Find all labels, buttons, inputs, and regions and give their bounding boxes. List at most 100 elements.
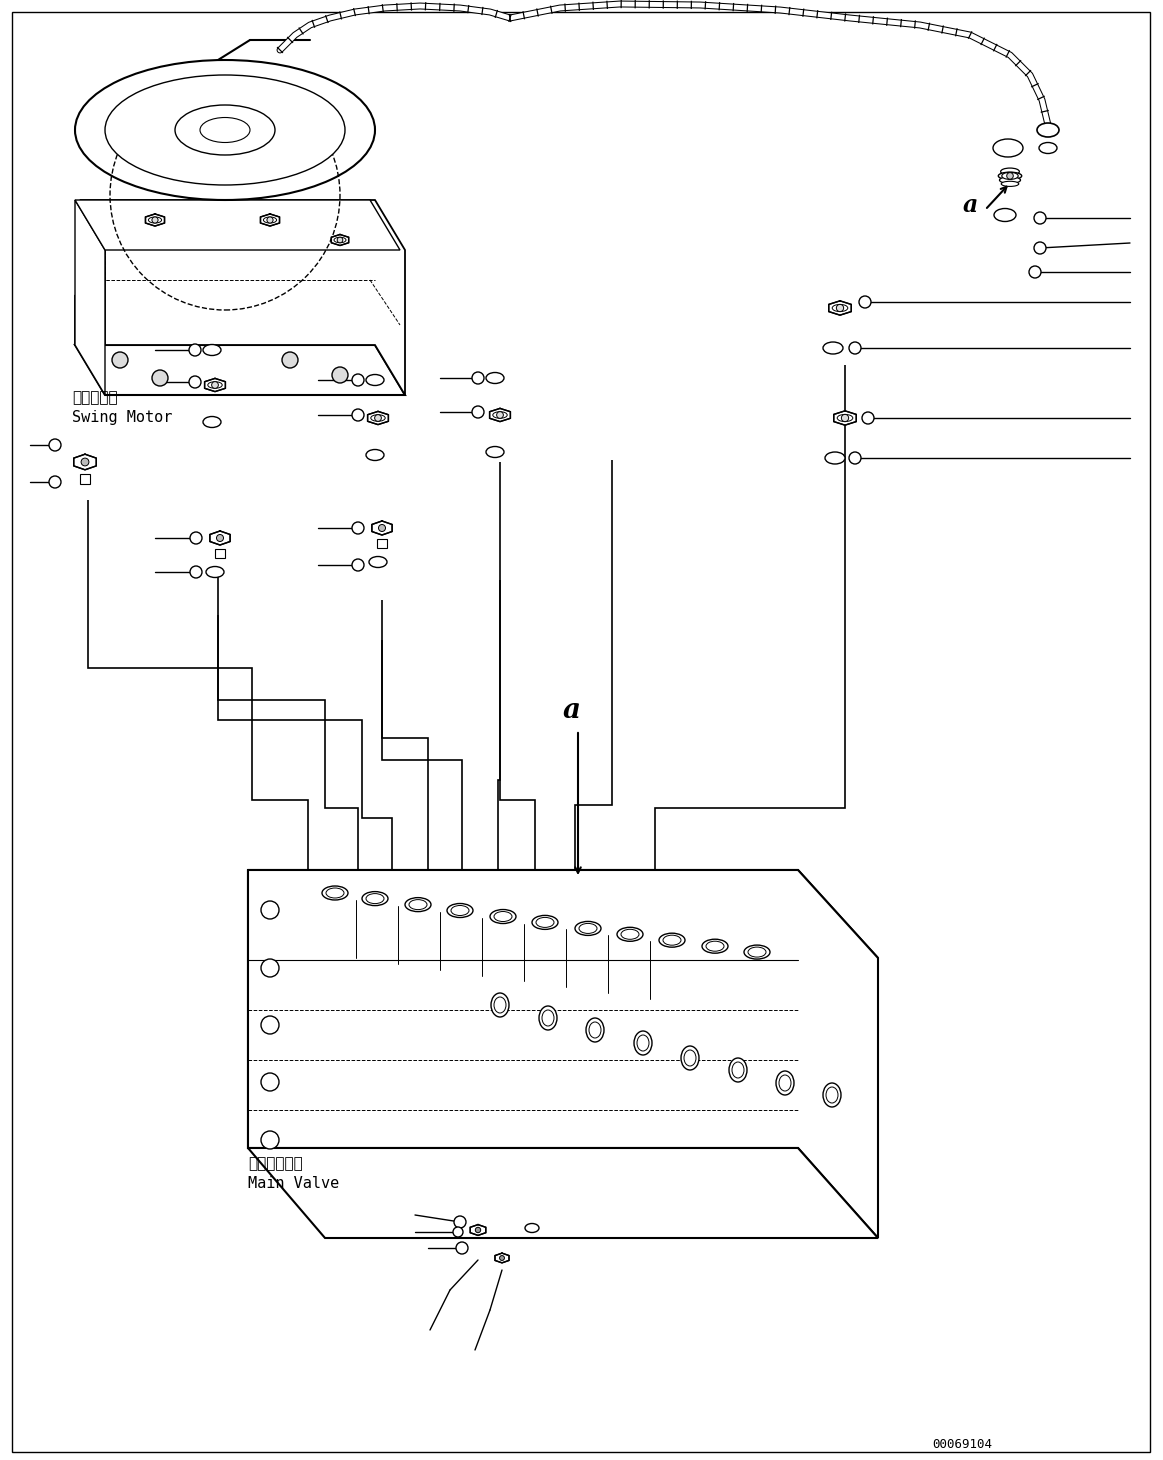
Polygon shape: [331, 235, 349, 245]
Circle shape: [849, 342, 861, 353]
Polygon shape: [368, 412, 388, 425]
Ellipse shape: [575, 921, 601, 936]
Circle shape: [152, 369, 167, 385]
Ellipse shape: [823, 342, 843, 353]
Circle shape: [352, 409, 364, 420]
Ellipse shape: [451, 905, 469, 915]
Circle shape: [454, 1226, 463, 1237]
Polygon shape: [248, 1148, 878, 1238]
Circle shape: [152, 218, 158, 223]
Circle shape: [190, 345, 201, 356]
Circle shape: [49, 439, 60, 451]
Ellipse shape: [994, 209, 1016, 222]
Ellipse shape: [993, 139, 1023, 158]
Circle shape: [1034, 242, 1046, 254]
Ellipse shape: [729, 1058, 747, 1082]
Ellipse shape: [618, 927, 643, 942]
Ellipse shape: [447, 904, 473, 917]
Circle shape: [352, 523, 364, 534]
Circle shape: [841, 415, 849, 422]
Ellipse shape: [409, 899, 427, 910]
Ellipse shape: [174, 105, 274, 155]
Circle shape: [190, 377, 201, 388]
Circle shape: [337, 237, 343, 242]
Polygon shape: [74, 200, 405, 396]
Ellipse shape: [536, 917, 554, 927]
Text: メインバルブ: メインバルブ: [248, 1156, 302, 1171]
Ellipse shape: [621, 930, 638, 939]
Circle shape: [374, 415, 381, 422]
Circle shape: [49, 476, 60, 488]
Ellipse shape: [663, 936, 682, 945]
Ellipse shape: [706, 942, 725, 952]
Ellipse shape: [826, 1088, 839, 1102]
Ellipse shape: [732, 1061, 744, 1077]
Polygon shape: [261, 215, 279, 226]
Circle shape: [472, 372, 484, 384]
Ellipse shape: [779, 1075, 791, 1091]
Circle shape: [849, 453, 861, 464]
Polygon shape: [205, 378, 226, 391]
Ellipse shape: [493, 412, 507, 419]
Circle shape: [1029, 266, 1041, 277]
Ellipse shape: [491, 993, 509, 1018]
Circle shape: [261, 1132, 279, 1149]
Ellipse shape: [823, 1083, 841, 1107]
Circle shape: [497, 412, 504, 419]
Circle shape: [500, 1256, 505, 1260]
Ellipse shape: [659, 933, 685, 948]
Circle shape: [190, 566, 202, 578]
Ellipse shape: [362, 892, 388, 905]
Bar: [215, 549, 224, 558]
Circle shape: [212, 381, 219, 388]
Circle shape: [378, 524, 385, 531]
Ellipse shape: [525, 1223, 538, 1232]
Polygon shape: [470, 1225, 486, 1235]
Circle shape: [216, 534, 223, 542]
Circle shape: [261, 901, 279, 918]
Circle shape: [112, 352, 128, 368]
Ellipse shape: [371, 415, 385, 422]
Polygon shape: [74, 200, 105, 396]
Ellipse shape: [588, 1022, 601, 1038]
Circle shape: [261, 1073, 279, 1091]
Bar: [80, 473, 91, 485]
Circle shape: [331, 366, 348, 383]
Ellipse shape: [586, 1018, 604, 1042]
Ellipse shape: [748, 948, 766, 958]
Ellipse shape: [208, 381, 222, 388]
Ellipse shape: [263, 218, 277, 223]
Polygon shape: [248, 870, 878, 1238]
Ellipse shape: [1001, 181, 1019, 187]
Bar: [377, 539, 386, 548]
Text: a: a: [963, 193, 978, 218]
Ellipse shape: [105, 74, 345, 185]
Text: Main Valve: Main Valve: [248, 1175, 340, 1191]
Polygon shape: [73, 454, 97, 470]
Polygon shape: [829, 301, 851, 315]
Ellipse shape: [326, 888, 344, 898]
Ellipse shape: [1037, 123, 1059, 137]
Ellipse shape: [682, 1045, 699, 1070]
Polygon shape: [834, 410, 856, 425]
Polygon shape: [495, 1253, 509, 1263]
Polygon shape: [74, 200, 400, 250]
Text: 旋回モータ: 旋回モータ: [72, 390, 117, 404]
Polygon shape: [209, 531, 230, 545]
Ellipse shape: [366, 450, 384, 460]
Circle shape: [81, 458, 88, 466]
Circle shape: [352, 374, 364, 385]
Text: Swing Motor: Swing Motor: [72, 410, 172, 425]
Circle shape: [859, 296, 871, 308]
Ellipse shape: [837, 415, 852, 422]
Circle shape: [472, 406, 484, 418]
Ellipse shape: [369, 556, 387, 568]
Ellipse shape: [998, 172, 1022, 180]
Circle shape: [261, 1016, 279, 1034]
Ellipse shape: [74, 60, 374, 200]
Ellipse shape: [204, 416, 221, 428]
Text: a: a: [563, 696, 582, 724]
Ellipse shape: [206, 566, 224, 578]
Ellipse shape: [204, 345, 221, 355]
Ellipse shape: [490, 910, 516, 924]
